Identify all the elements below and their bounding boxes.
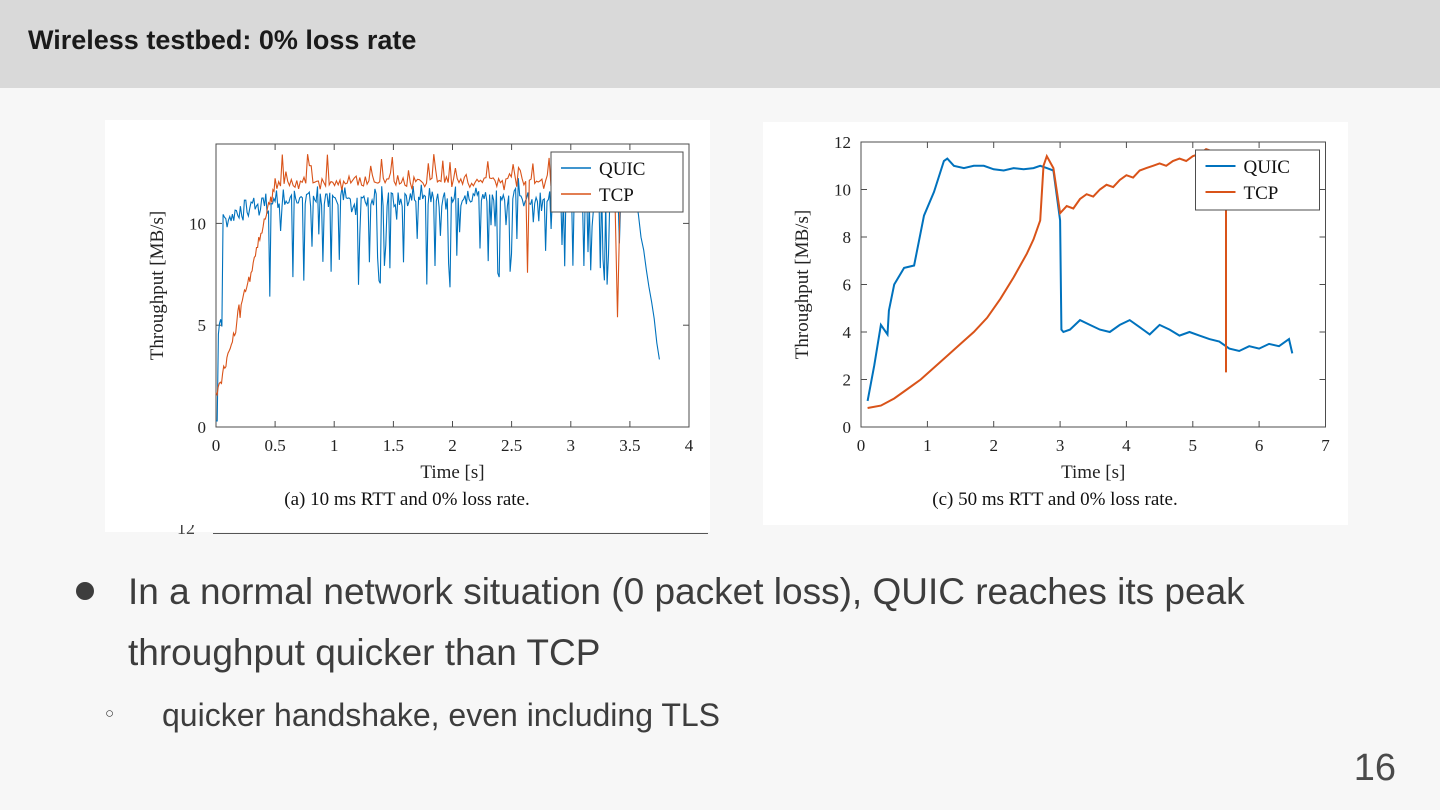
svg-text:8: 8	[843, 228, 852, 247]
svg-text:Throughput [MB/s]: Throughput [MB/s]	[147, 211, 168, 360]
svg-text:Time [s]: Time [s]	[1061, 462, 1125, 483]
svg-text:2.5: 2.5	[501, 436, 522, 455]
svg-text:6: 6	[843, 276, 852, 295]
svg-text:12: 12	[834, 133, 851, 152]
svg-text:(a) 10 ms RTT and 0% loss rate: (a) 10 ms RTT and 0% loss rate.	[284, 489, 529, 510]
svg-text:10: 10	[834, 181, 851, 200]
svg-text:10: 10	[189, 214, 206, 233]
svg-text:QUIC: QUIC	[599, 159, 645, 180]
svg-text:6: 6	[1255, 436, 1264, 455]
svg-text:3: 3	[567, 436, 576, 455]
svg-text:0: 0	[843, 418, 852, 437]
svg-text:0: 0	[198, 418, 207, 437]
svg-text:QUIC: QUIC	[1244, 157, 1290, 178]
svg-text:TCP: TCP	[599, 185, 634, 206]
svg-text:1: 1	[330, 436, 339, 455]
svg-text:Throughput [MB/s]: Throughput [MB/s]	[792, 210, 813, 359]
svg-text:Time [s]: Time [s]	[420, 462, 484, 483]
svg-text:3.5: 3.5	[619, 436, 640, 455]
svg-text:1: 1	[923, 436, 932, 455]
svg-text:5: 5	[198, 316, 207, 335]
svg-text:7: 7	[1321, 436, 1330, 455]
svg-text:4: 4	[843, 323, 852, 342]
svg-text:4: 4	[1122, 436, 1131, 455]
svg-text:(c) 50 ms RTT and 0% loss rate: (c) 50 ms RTT and 0% loss rate.	[932, 489, 1177, 510]
svg-text:0: 0	[212, 436, 221, 455]
svg-text:2: 2	[843, 371, 852, 390]
svg-text:0.5: 0.5	[264, 436, 285, 455]
svg-text:TCP: TCP	[1244, 183, 1279, 204]
svg-text:2: 2	[989, 436, 998, 455]
svg-text:4: 4	[685, 436, 694, 455]
svg-text:0: 0	[857, 436, 866, 455]
svg-text:2: 2	[448, 436, 457, 455]
svg-text:3: 3	[1056, 436, 1065, 455]
svg-text:5: 5	[1189, 436, 1198, 455]
svg-text:1.5: 1.5	[383, 436, 404, 455]
